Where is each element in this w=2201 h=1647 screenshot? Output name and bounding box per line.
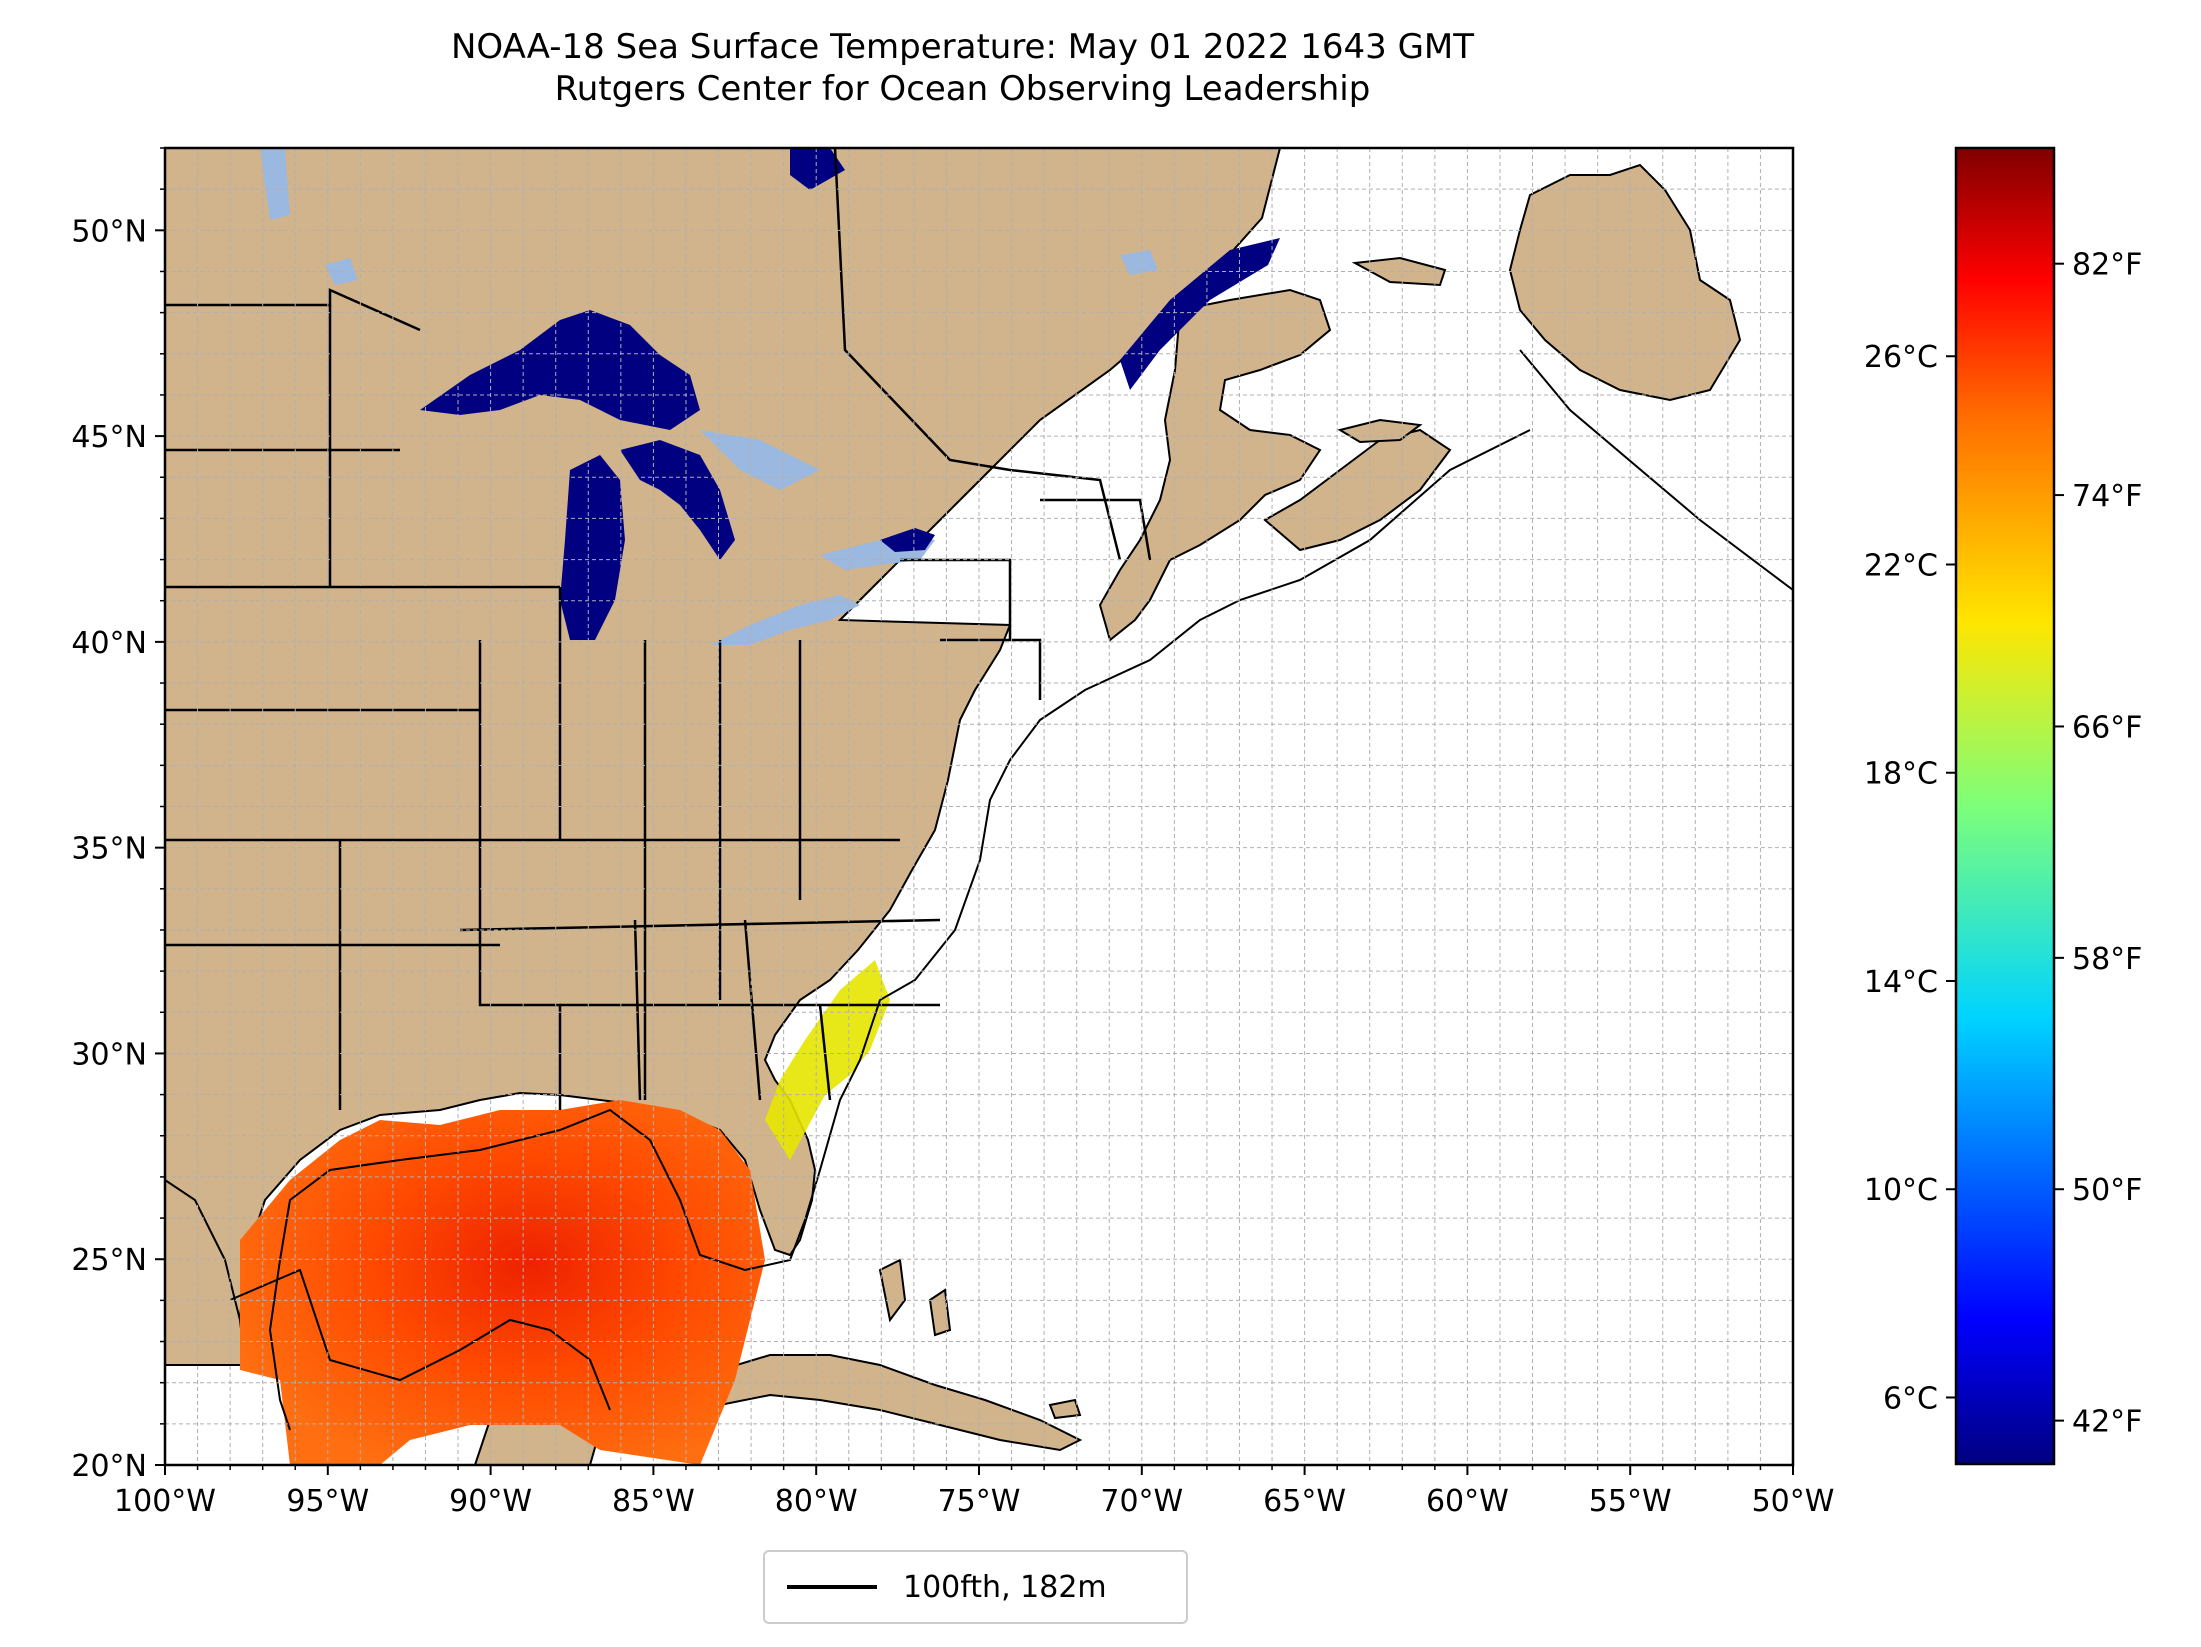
celsius-tick-label: 26°C bbox=[1864, 340, 1938, 375]
latitude-axis: 20°N 25°N 30°N 35°N 40°N 45°N 50°N bbox=[71, 147, 165, 1484]
lat-tick-label: 30°N bbox=[71, 1037, 147, 1072]
lat-tick-label: 45°N bbox=[71, 420, 147, 455]
colorbar-fahrenheit-axis: 42°F 50°F 58°F 66°F 74°F 82°F bbox=[2054, 248, 2142, 1440]
celsius-tick-label: 18°C bbox=[1864, 757, 1938, 792]
lon-tick-label: 90°W bbox=[449, 1484, 532, 1519]
lon-tick-label: 70°W bbox=[1100, 1484, 1183, 1519]
lake-michigan bbox=[560, 455, 625, 640]
land-nova-scotia bbox=[1263, 428, 1452, 552]
longitude-axis: 100°W 95°W 90°W 85°W 80°W 75°W 70°W 65°W 60°W 55°… bbox=[114, 1465, 1834, 1519]
colorbar-celsius-axis: 6°C 10°C 14°C 18°C 22°C 26°C bbox=[1864, 340, 1956, 1416]
fahrenheit-tick-label: 66°F bbox=[2072, 710, 2142, 745]
land-cuba bbox=[677, 1354, 1083, 1452]
lake-erie bbox=[710, 595, 860, 645]
isobath-100fth bbox=[268, 349, 1793, 1431]
title-line-1: NOAA-18 Sea Surface Temperature: May 01 … bbox=[450, 27, 1475, 67]
lon-tick-label: 95°W bbox=[286, 1484, 369, 1519]
lon-tick-label: 75°W bbox=[938, 1484, 1021, 1519]
sst-southeast-coast bbox=[765, 960, 890, 1160]
celsius-tick-label: 14°C bbox=[1864, 965, 1938, 1000]
legend-line-swatch bbox=[787, 1585, 877, 1589]
fahrenheit-tick-label: 50°F bbox=[2072, 1173, 2142, 1208]
gridlines bbox=[165, 148, 1793, 1465]
lat-tick-label: 20°N bbox=[71, 1449, 147, 1484]
lake-ontario-east bbox=[880, 528, 935, 552]
hudson-bay-inlet bbox=[790, 148, 845, 190]
land-maritime-canada bbox=[1098, 288, 1332, 642]
lat-tick-label: 50°N bbox=[71, 214, 147, 249]
st-lawrence bbox=[1120, 238, 1280, 390]
fahrenheit-tick-label: 58°F bbox=[2072, 942, 2142, 977]
lon-tick-label: 65°W bbox=[1263, 1484, 1346, 1519]
lat-tick-label: 40°N bbox=[71, 626, 147, 661]
map-title: NOAA-18 Sea Surface Temperature: May 01 … bbox=[0, 26, 1925, 110]
legend-label: 100fth, 182m bbox=[903, 1569, 1107, 1605]
celsius-tick-label: 22°C bbox=[1864, 548, 1938, 583]
political-borders bbox=[165, 148, 1152, 1110]
land-newfoundland bbox=[1508, 163, 1742, 402]
fahrenheit-tick-label: 74°F bbox=[2072, 479, 2142, 514]
lake-huron bbox=[620, 440, 735, 560]
isobath-gulf-inner bbox=[229, 1268, 611, 1411]
lon-tick-label: 50°W bbox=[1752, 1484, 1835, 1519]
lake-superior bbox=[420, 310, 700, 430]
lon-tick-label: 85°W bbox=[612, 1484, 695, 1519]
legend: 100fth, 182m bbox=[763, 1550, 1188, 1624]
title-line-2: Rutgers Center for Ocean Observing Leade… bbox=[554, 69, 1371, 109]
lon-tick-label: 100°W bbox=[114, 1484, 216, 1519]
celsius-tick-label: 10°C bbox=[1864, 1173, 1938, 1208]
map-area bbox=[165, 148, 1793, 1465]
lon-tick-label: 80°W bbox=[775, 1484, 858, 1519]
lon-tick-label: 60°W bbox=[1426, 1484, 1509, 1519]
colorbar bbox=[1954, 146, 2056, 1466]
celsius-tick-label: 6°C bbox=[1883, 1381, 1938, 1416]
lat-tick-label: 25°N bbox=[71, 1243, 147, 1278]
sst-gulf-of-mexico bbox=[240, 1100, 765, 1465]
land-bahamas bbox=[878, 1258, 1082, 1420]
fahrenheit-tick-label: 82°F bbox=[2072, 248, 2142, 283]
lat-tick-label: 35°N bbox=[71, 832, 147, 867]
fahrenheit-tick-label: 42°F bbox=[2072, 1405, 2142, 1440]
lon-tick-label: 55°W bbox=[1589, 1484, 1672, 1519]
